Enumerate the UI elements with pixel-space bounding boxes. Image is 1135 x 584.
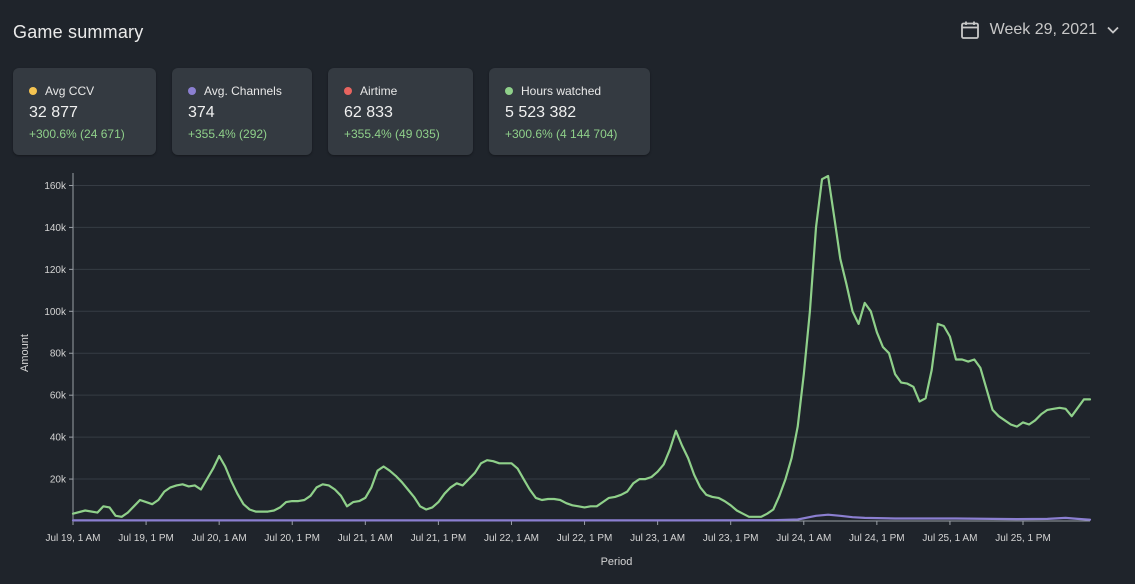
card-value: 32 877 [29,104,78,121]
x-tick-label: Jul 20, 1 AM [192,533,247,544]
x-tick-label: Jul 22, 1 PM [557,533,613,544]
y-tick-label: 80k [50,349,67,360]
card-change: +300.6% (4 144 704) [505,127,618,141]
x-tick-label: Jul 19, 1 AM [45,533,100,544]
card-label: Airtime [360,84,398,98]
page-title: Game summary [13,22,144,42]
y-axis-title: Amount [19,334,31,372]
card-change: +355.4% (49 035) [344,127,440,141]
summary-cards: Avg CCV 32 877 +300.6% (24 671) Avg. Cha… [13,68,650,155]
card-change: +300.6% (24 671) [29,127,125,141]
series-line-avg-channels [71,513,1092,522]
legend-dot [344,87,352,95]
legend-dot [188,87,196,95]
legend-dot [29,87,37,95]
y-tick-label: 40k [50,433,67,444]
x-tick-label: Jul 23, 1 AM [630,533,685,544]
x-tick-label: Jul 24, 1 PM [849,533,905,544]
y-tick-label: 20k [50,475,67,486]
x-tick-label: Jul 24, 1 AM [776,533,831,544]
card-value: 374 [188,104,215,121]
x-tick-label: Jul 21, 1 PM [411,533,467,544]
chevron-down-icon [1107,26,1119,34]
card-label: Hours watched [521,84,602,98]
card-avg-channels: Avg. Channels 374 +355.4% (292) [172,68,312,155]
card-value: 62 833 [344,104,393,121]
x-tick-label: Jul 21, 1 AM [338,533,393,544]
card-label: Avg CCV [45,84,95,98]
y-tick-label: 100k [44,307,67,318]
period-label: Week 29, 2021 [989,21,1097,38]
y-tick-label: 140k [44,223,67,234]
series-line-hours-watched [71,174,1092,518]
x-tick-label: Jul 25, 1 PM [995,533,1051,544]
period-selector[interactable]: Week 29, 2021 [960,20,1119,40]
x-tick-label: Jul 25, 1 AM [922,533,977,544]
x-tick-label: Jul 23, 1 PM [703,533,759,544]
legend-dot [505,87,513,95]
y-tick-label: 60k [50,391,67,402]
y-tick-label: 120k [44,265,67,276]
card-change: +355.4% (292) [188,127,268,141]
x-tick-label: Jul 20, 1 PM [264,533,320,544]
card-avg-ccv: Avg CCV 32 877 +300.6% (24 671) [13,68,156,155]
card-airtime: Airtime 62 833 +355.4% (49 035) [328,68,473,155]
calendar-icon [960,20,980,40]
line-chart: 20k 40k 60k 80k 100k 120k 140k 160k Jul 19, 1 AM… [19,173,1092,568]
card-value: 5 523 382 [505,104,577,121]
x-axis-title: Period [601,556,633,568]
card-label: Avg. Channels [204,84,282,98]
x-tick-label: Jul 22, 1 AM [484,533,539,544]
x-tick-label: Jul 19, 1 PM [118,533,174,544]
y-tick-label: 160k [44,181,67,192]
card-hours-watched: Hours watched 5 523 382 +300.6% (4 144 7… [489,68,650,155]
